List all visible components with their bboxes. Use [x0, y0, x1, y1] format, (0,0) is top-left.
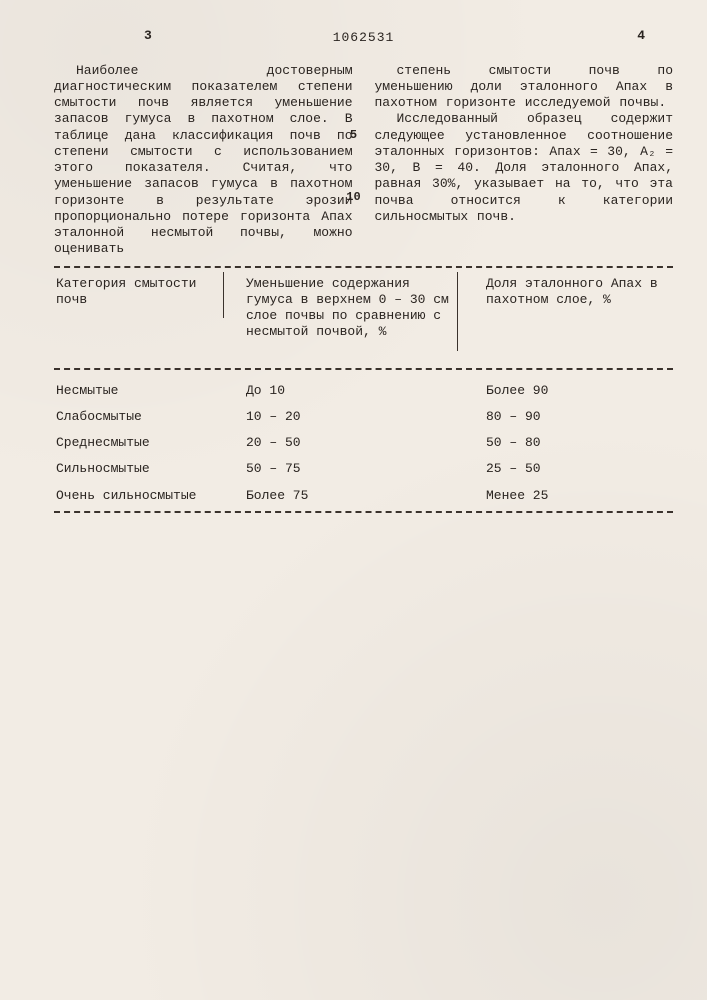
table-col-header-1: Категория смытости почв [54, 272, 224, 319]
table-row: Очень сильносмытые Более 75 Менее 25 [54, 483, 673, 509]
paragraph-right-1: степень смытости почв по уменьшению доли… [375, 63, 674, 112]
cell-humus: 10 – 20 [238, 406, 458, 428]
cell-share: 80 – 90 [472, 406, 673, 428]
table-col-header-2: Уменьшение содержания гумуса в верхнем 0… [238, 272, 458, 351]
cell-category: Сильносмытые [54, 458, 224, 480]
paragraph-right-2: Исследованный образец содержит следующее… [375, 111, 674, 225]
cell-share: 50 – 80 [472, 432, 673, 454]
table-header-row: Категория смытости почв Уменьшение содер… [54, 270, 673, 366]
cell-humus: 50 – 75 [238, 458, 458, 480]
table-rule-top [54, 266, 673, 268]
cell-humus: До 10 [238, 380, 458, 402]
column-left: Наиболее достоверным диагностическим пок… [54, 63, 353, 258]
cell-category: Несмытые [54, 380, 224, 402]
cell-category: Слабосмытые [54, 406, 224, 428]
table-rule-mid [54, 368, 673, 370]
page: 3 4 1062531 5 10 Наиболее достоверным ди… [0, 0, 707, 1000]
cell-share: 25 – 50 [472, 458, 673, 480]
line-number-5: 5 [350, 128, 357, 143]
cell-category: Очень сильносмытые [54, 485, 224, 507]
page-number-left: 3 [144, 28, 152, 44]
column-right: степень смытости почв по уменьшению доли… [375, 63, 674, 258]
table-row: Сильносмытые 50 – 75 25 – 50 [54, 456, 673, 482]
line-number-10: 10 [346, 190, 360, 205]
cell-humus: Более 75 [238, 485, 458, 507]
cell-share: Менее 25 [472, 485, 673, 507]
table-body: Несмытые До 10 Более 90 Слабосмытые 10 –… [54, 372, 673, 509]
cell-humus: 20 – 50 [238, 432, 458, 454]
body-columns: Наиболее достоверным диагностическим пок… [54, 63, 673, 258]
table-col-header-3: Доля эталонного Aпах в пахотном слое, % [472, 272, 673, 319]
page-number-right: 4 [637, 28, 645, 44]
cell-share: Более 90 [472, 380, 673, 402]
table-rule-bottom [54, 511, 673, 513]
table-row: Среднесмытые 20 – 50 50 – 80 [54, 430, 673, 456]
table-row: Слабосмытые 10 – 20 80 – 90 [54, 404, 673, 430]
table-row: Несмытые До 10 Более 90 [54, 378, 673, 404]
classification-table: Категория смытости почв Уменьшение содер… [54, 266, 673, 513]
cell-category: Среднесмытые [54, 432, 224, 454]
paragraph-left: Наиболее достоверным диагностическим пок… [54, 63, 353, 258]
